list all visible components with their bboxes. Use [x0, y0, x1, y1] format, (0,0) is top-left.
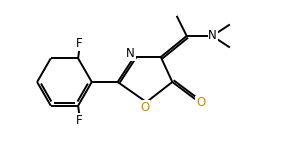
Text: O: O — [140, 101, 150, 114]
Text: F: F — [76, 113, 83, 127]
Text: N: N — [208, 30, 217, 42]
Text: N: N — [126, 47, 135, 60]
Text: O: O — [196, 96, 205, 109]
Text: F: F — [76, 37, 83, 51]
